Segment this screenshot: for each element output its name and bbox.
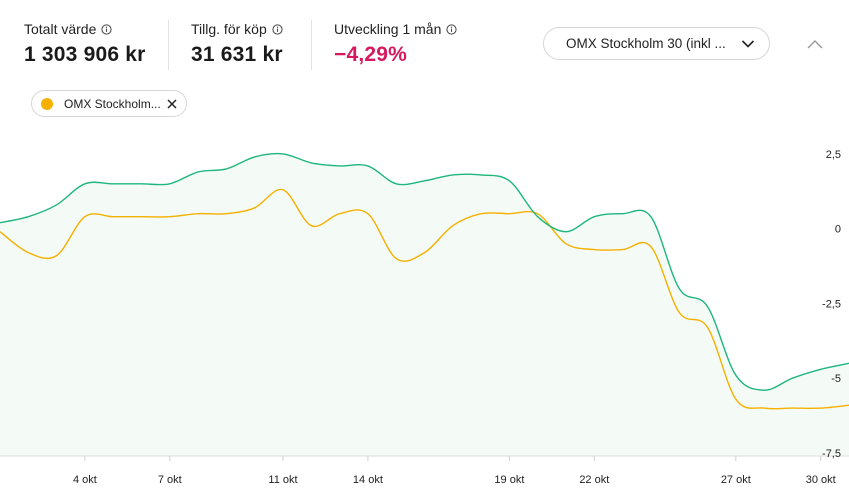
x-tick-label: 14 okt <box>353 474 383 486</box>
series-chip[interactable]: OMX Stockholm... <box>31 90 187 117</box>
index-series-line[interactable] <box>0 188 849 410</box>
stat-available: Tillg. för köp 31 631 kr <box>191 21 283 67</box>
portfolio-series-line[interactable] <box>0 152 849 391</box>
x-tick-label: 4 okt <box>73 474 97 486</box>
dropdown-label: OMX Stockholm 30 (inkl ... <box>566 36 726 51</box>
stat-label: Totalt värde <box>24 21 97 37</box>
stat-value: 1 303 906 kr <box>24 43 146 66</box>
stat-value: 31 631 kr <box>191 43 283 66</box>
x-tick-label: 22 okt <box>579 474 609 486</box>
summary-bar: Totalt värde 1 303 906 kr Tillg. för köp… <box>0 0 849 86</box>
y-tick-label: -2,5 <box>822 298 841 310</box>
x-tick-label: 19 okt <box>494 474 524 486</box>
portfolio-area <box>0 153 849 456</box>
index-compare-dropdown[interactable]: OMX Stockholm 30 (inkl ... <box>543 27 770 60</box>
close-icon[interactable] <box>166 98 178 110</box>
stat-development: Utveckling 1 mån −4,29% <box>334 21 457 67</box>
info-icon[interactable] <box>101 23 112 35</box>
x-tick-label: 27 okt <box>721 474 751 486</box>
y-tick-label: 2,5 <box>826 149 841 161</box>
x-tick-label: 11 okt <box>268 474 297 486</box>
chevron-up-icon[interactable] <box>805 36 825 52</box>
y-tick-label: -7,5 <box>822 448 841 460</box>
x-tick-label: 30 okt <box>806 474 836 486</box>
stat-label: Tillg. för köp <box>191 21 267 37</box>
divider <box>311 20 312 70</box>
divider <box>168 20 169 70</box>
stat-total-value: Totalt värde 1 303 906 kr <box>24 21 146 67</box>
info-icon[interactable] <box>272 23 283 35</box>
x-tick-label: 7 okt <box>158 474 182 486</box>
series-color-dot <box>41 97 53 110</box>
stat-value: −4,29% <box>334 43 408 66</box>
info-icon[interactable] <box>446 23 457 35</box>
stat-label: Utveckling 1 mån <box>334 21 442 37</box>
chip-label: OMX Stockholm... <box>64 96 161 111</box>
chevron-down-icon <box>741 39 755 48</box>
y-tick-label: -5 <box>831 373 841 385</box>
y-tick-label: 0 <box>835 224 841 236</box>
